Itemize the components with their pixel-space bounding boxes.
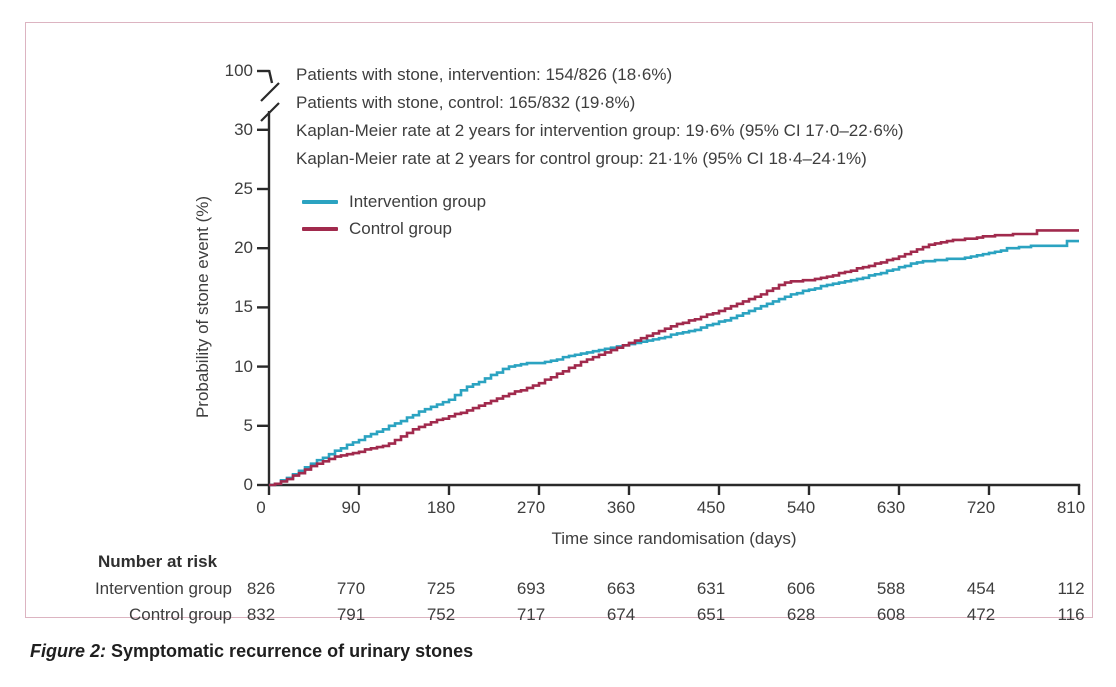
number-at-risk-value: 693: [516, 579, 546, 598]
number-at-risk-value: 651: [696, 605, 726, 624]
number-at-risk-value: 663: [606, 579, 636, 598]
axis-break-slash: [260, 82, 280, 102]
legend-label-intervention: Intervention group: [349, 191, 487, 211]
number-at-risk-value: 454: [966, 579, 996, 598]
x-axis-title: Time since randomisation (days): [551, 529, 797, 548]
y-tick-label: 5: [243, 415, 253, 435]
annotation-patients-control: Patients with stone, control: 165/832 (1…: [296, 93, 636, 112]
x-tick-label: 90: [341, 498, 361, 517]
annotation-patients-intervention: Patients with stone, intervention: 154/8…: [296, 65, 673, 84]
number-at-risk-label-control: Control group: [128, 605, 232, 624]
annotation-km-rate-control: Kaplan-Meier rate at 2 years for control…: [296, 149, 867, 168]
legend: Intervention group Control group: [302, 188, 486, 242]
km-curve-intervention: [269, 239, 1079, 487]
figure-caption-prefix: Figure 2:: [30, 641, 107, 661]
number-at-risk-value: 608: [876, 605, 906, 624]
legend-item-intervention: Intervention group: [302, 188, 486, 215]
figure-border-box: Patients with stone, intervention: 154/8…: [25, 22, 1093, 624]
legend-item-control: Control group: [302, 215, 486, 242]
number-at-risk-value: 606: [786, 579, 816, 598]
legend-label-control: Control group: [349, 218, 453, 238]
x-tick-label: 630: [876, 498, 906, 517]
number-at-risk-value: 826: [246, 579, 276, 598]
km-plot-canvas: [257, 69, 1081, 495]
number-at-risk-value: 791: [336, 605, 366, 624]
x-tick-label: 810: [1056, 498, 1086, 517]
number-at-risk-label-intervention: Intervention group: [94, 579, 232, 598]
number-at-risk-value: 116: [1057, 605, 1085, 624]
number-at-risk-value: 631: [696, 579, 726, 598]
x-tick-label: 450: [696, 498, 726, 517]
x-tick-label: 0: [256, 498, 266, 517]
intervention-line-swatch: [302, 199, 338, 204]
number-at-risk-value: 725: [426, 579, 456, 598]
y-axis-top-stub: [267, 69, 274, 84]
x-tick-label: 360: [606, 498, 636, 517]
number-at-risk-value: 717: [516, 605, 546, 624]
x-tick-label: 180: [426, 498, 456, 517]
number-at-risk-value: 588: [876, 579, 906, 598]
number-at-risk-value: 472: [966, 605, 996, 624]
number-at-risk-value: 674: [606, 605, 636, 624]
number-at-risk-value: 112: [1057, 579, 1085, 598]
y-tick-label: 100: [224, 61, 253, 80]
x-tick-label: 540: [786, 498, 816, 517]
x-tick-label: 720: [966, 498, 996, 517]
number-at-risk-value: 832: [246, 605, 276, 624]
number-at-risk-value: 628: [786, 605, 816, 624]
annotation-km-rate-intervention: Kaplan-Meier rate at 2 years for interve…: [296, 121, 904, 140]
y-tick-label: 25: [234, 179, 253, 198]
number-at-risk-header: Number at risk: [98, 552, 218, 571]
km-curve-control: [269, 229, 1079, 487]
figure-caption: Figure 2: Symptomatic recurrence of urin…: [30, 641, 473, 662]
y-tick-label: 0: [243, 475, 253, 494]
number-at-risk-value: 752: [426, 605, 456, 624]
y-tick-label: 10: [234, 356, 253, 376]
control-line-swatch: [302, 226, 338, 231]
number-at-risk-value: 770: [336, 579, 366, 598]
y-tick-label: 30: [234, 119, 253, 139]
y-tick-label: 15: [234, 297, 253, 317]
x-tick-label: 270: [516, 498, 546, 517]
figure-caption-body: Symptomatic recurrence of urinary stones: [111, 641, 474, 661]
y-tick-label: 20: [234, 238, 253, 258]
